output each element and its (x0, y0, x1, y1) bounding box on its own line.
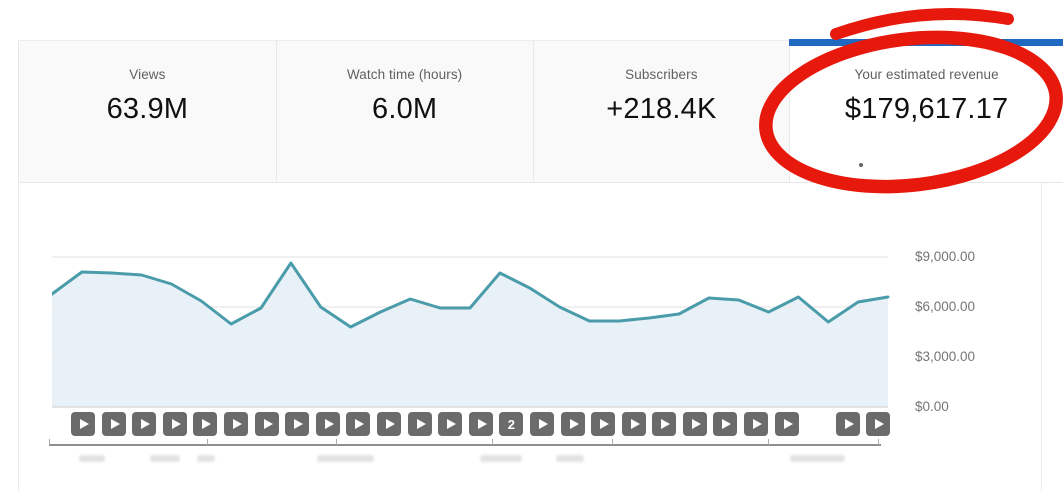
play-icon (569, 419, 579, 429)
play-icon (722, 419, 732, 429)
video-play-marker[interactable] (468, 412, 493, 436)
video-play-marker[interactable] (254, 412, 279, 436)
video-play-marker[interactable] (193, 412, 218, 436)
metric-tab-label: Your estimated revenue (854, 67, 999, 82)
chart-area-fill (52, 263, 888, 407)
play-icon (80, 419, 89, 429)
metric-tab-subscribers[interactable]: Subscribers +218.4K (532, 41, 790, 182)
bottom-axis-tick (336, 439, 337, 445)
video-play-marker[interactable] (713, 412, 738, 436)
video-count-badge-label: 2 (507, 416, 515, 432)
metric-tab-value: +218.4K (606, 93, 717, 125)
play-icon (202, 419, 212, 429)
video-play-marker[interactable] (376, 412, 401, 436)
play-icon (171, 419, 181, 429)
play-icon (691, 419, 701, 429)
play-icon (661, 419, 671, 429)
play-icon (875, 419, 885, 429)
illegible-axis-label (790, 455, 845, 462)
play-icon (447, 419, 457, 429)
video-play-marker[interactable] (560, 412, 585, 436)
selected-tab-indicator (789, 39, 1063, 46)
bottom-axis-tick (492, 439, 493, 445)
video-play-marker[interactable] (529, 412, 554, 436)
play-icon (355, 419, 365, 429)
video-play-marker[interactable] (162, 412, 187, 436)
play-icon (600, 419, 610, 429)
y-axis-tick-label: $9,000.00 (915, 249, 976, 264)
bottom-axis-tick (612, 439, 613, 445)
cursor-dot (859, 163, 863, 167)
video-play-marker[interactable] (101, 412, 126, 436)
bottom-axis-tick (768, 439, 769, 445)
play-icon (416, 419, 426, 429)
illegible-axis-label (317, 455, 374, 462)
play-icon (385, 419, 395, 429)
bottom-axis-tick (878, 439, 879, 445)
video-play-marker[interactable] (346, 412, 371, 436)
play-icon (477, 419, 487, 429)
play-icon (232, 419, 242, 429)
metric-tab-label: Subscribers (625, 67, 698, 82)
play-icon (294, 419, 304, 429)
card-right-border (1041, 183, 1042, 491)
video-play-marker[interactable] (285, 412, 310, 436)
video-play-marker[interactable] (71, 412, 95, 436)
metric-tab-value: 63.9M (106, 93, 189, 125)
metric-tab-watch-time[interactable]: Watch time (hours) 6.0M (275, 41, 533, 182)
play-icon (110, 419, 120, 429)
video-play-marker[interactable] (744, 412, 769, 436)
illegible-axis-label (480, 455, 522, 462)
bottom-axis-tick (49, 439, 50, 445)
illegible-axis-label (150, 455, 180, 462)
metric-tab-value: $179,617.17 (844, 93, 1009, 125)
illegible-axis-label (556, 455, 584, 462)
play-icon (324, 419, 334, 429)
video-play-marker[interactable] (407, 412, 432, 436)
y-axis-tick-label: $6,000.00 (915, 299, 976, 314)
bottom-axis-line (49, 444, 881, 446)
play-icon (141, 419, 151, 429)
y-axis-tick-label: $0.00 (915, 399, 949, 414)
video-play-marker[interactable] (438, 412, 463, 436)
video-play-marker[interactable] (835, 412, 860, 436)
video-play-marker[interactable] (315, 412, 340, 436)
metric-tab-views[interactable]: Views 63.9M (19, 41, 276, 182)
metric-tab-estimated-revenue[interactable]: Your estimated revenue $179,617.17 (789, 39, 1063, 182)
play-icon (263, 419, 273, 429)
revenue-line-chart[interactable] (52, 250, 890, 410)
play-icon (753, 419, 763, 429)
red-swoosh-stroke (830, 8, 1014, 40)
video-play-marker[interactable] (774, 412, 799, 436)
video-play-marker[interactable] (132, 412, 157, 436)
video-play-marker[interactable] (621, 412, 646, 436)
metrics-tab-bar: Views 63.9M Watch time (hours) 6.0M Subscrib… (18, 39, 1063, 183)
play-icon (783, 419, 793, 429)
video-count-badge[interactable]: 2 (499, 412, 524, 436)
revenue-trend-line (52, 261, 890, 329)
video-play-marker[interactable] (866, 412, 891, 436)
metric-tab-label: Watch time (hours) (346, 67, 463, 82)
video-marker-row: 2 (71, 412, 891, 436)
card-left-border (18, 183, 19, 491)
play-icon (630, 419, 640, 429)
y-axis-tick-label: $3,000.00 (915, 349, 976, 364)
video-play-marker[interactable] (223, 412, 248, 436)
illegible-axis-label (197, 455, 215, 462)
video-play-marker[interactable] (682, 412, 707, 436)
illegible-axis-label (79, 455, 105, 462)
metric-tab-value: 6.0M (371, 93, 438, 125)
play-icon (844, 419, 854, 429)
video-play-marker[interactable] (591, 412, 616, 436)
metric-tab-label: Views (129, 67, 166, 82)
video-play-marker[interactable] (652, 412, 677, 436)
bottom-axis-tick (207, 439, 208, 445)
play-icon (538, 419, 548, 429)
